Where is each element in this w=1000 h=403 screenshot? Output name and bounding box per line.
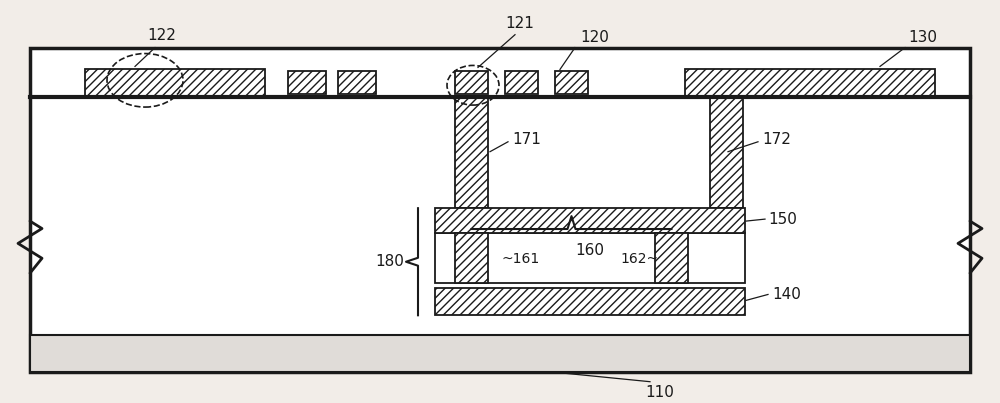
Bar [685,69,935,97]
Bar [435,208,745,233]
Text: 180: 180 [375,254,404,269]
Bar [435,287,745,315]
Bar [85,69,265,97]
Text: 130: 130 [908,29,937,45]
Bar [338,71,376,94]
Bar [455,233,488,283]
Text: 162~: 162~ [620,252,658,266]
Bar [288,71,326,94]
Text: 150: 150 [768,212,797,226]
Text: 171: 171 [512,132,541,147]
Text: 121: 121 [506,16,534,31]
Text: 122: 122 [148,28,176,43]
Bar [30,48,970,372]
Text: 172: 172 [762,132,791,147]
Text: 120: 120 [580,29,609,45]
Text: 110: 110 [646,385,674,400]
Bar [30,335,970,372]
Bar [435,233,745,283]
Text: 140: 140 [772,287,801,302]
Bar [455,71,488,94]
Text: ~161: ~161 [502,252,540,266]
Bar [710,97,743,208]
Bar [555,71,588,94]
Text: 160: 160 [576,243,604,258]
Bar [505,71,538,94]
Bar [655,233,688,283]
Bar [455,97,488,208]
